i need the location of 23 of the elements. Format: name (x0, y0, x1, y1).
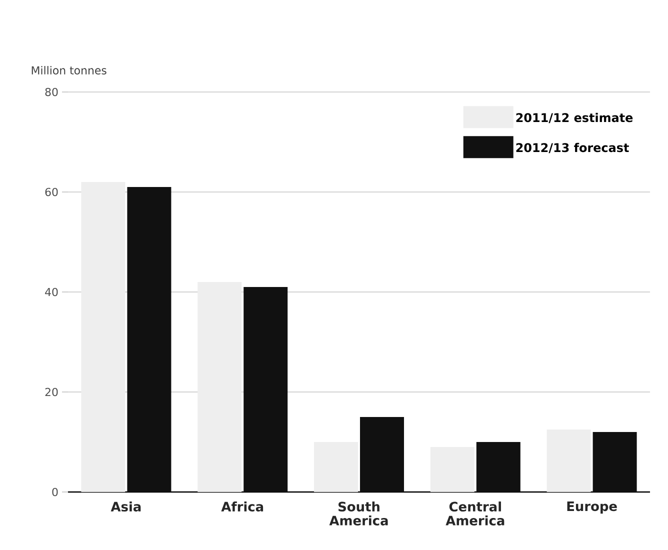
bar (198, 282, 242, 492)
y-tick-label: 60 (45, 188, 58, 196)
x-tick-label: South America (329, 502, 388, 526)
legend-label: 2012/13 forecast (516, 142, 629, 154)
bar (592, 432, 637, 492)
bar (244, 286, 288, 492)
bar (546, 429, 591, 492)
y-tick-label: 20 (45, 388, 58, 396)
bar (476, 442, 520, 492)
bar (81, 182, 126, 492)
x-tick-label: Africa (221, 502, 264, 512)
x-tick-label: Europe (567, 502, 617, 514)
bar (360, 416, 404, 492)
y-axis-title: Million tonnes (32, 66, 106, 74)
y-tick-label: 0 (52, 488, 58, 496)
x-tick-label: Asia (110, 502, 141, 512)
y-tick-label: 80 (45, 88, 58, 96)
bar (314, 442, 358, 492)
bar (127, 186, 172, 492)
y-tick-label: 40 (45, 288, 58, 296)
bar (430, 446, 474, 492)
legend-label: 2011/12 estimate (516, 112, 633, 124)
x-tick-label: Central America (446, 502, 504, 526)
